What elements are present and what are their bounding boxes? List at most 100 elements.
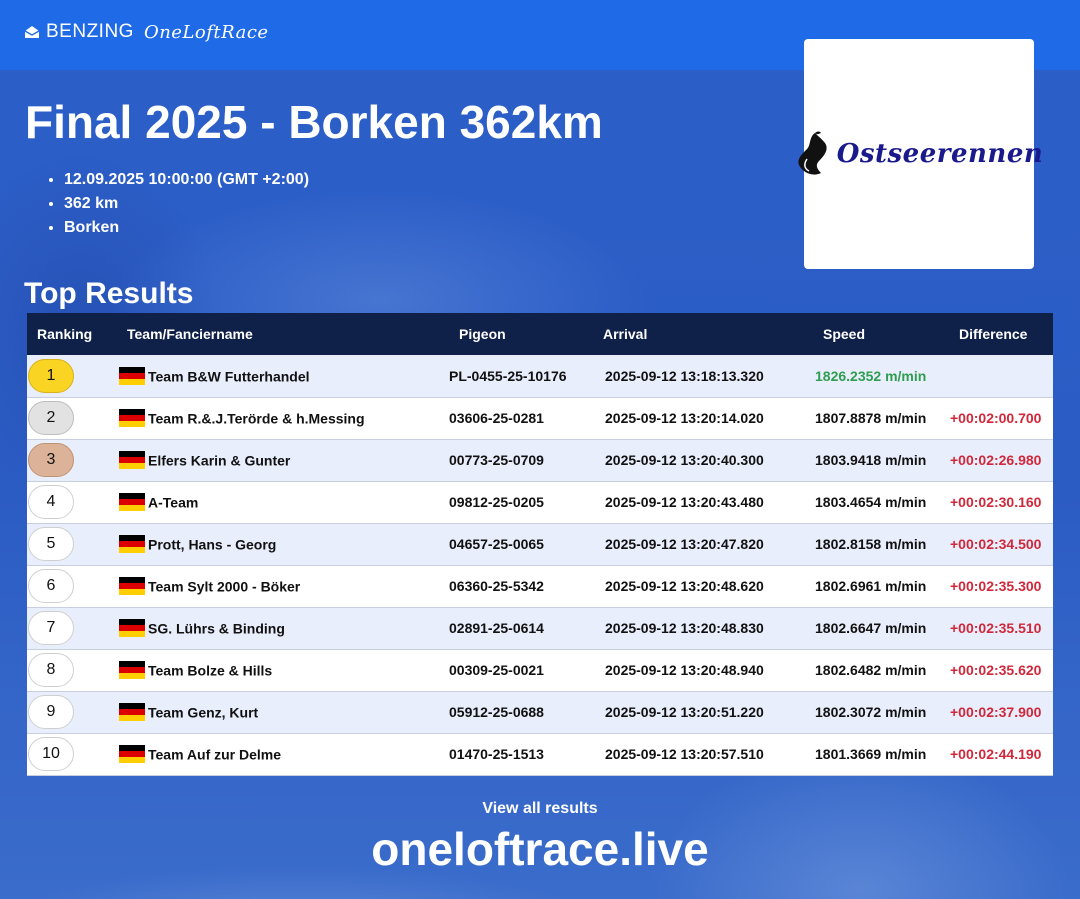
- team-name: Elfers Karin & Gunter: [148, 452, 291, 469]
- brand-name: BENZING: [46, 21, 134, 42]
- section-title: Top Results: [24, 277, 194, 310]
- pigeon-cell: 00773-25-0709: [419, 439, 575, 482]
- germany-flag-icon: [119, 703, 145, 722]
- table-row[interactable]: 10 Team Auf zur Delme 01470-25-1513 2025-09…: [27, 733, 1053, 776]
- speed-cell: 1802.6647 m/min: [785, 607, 930, 650]
- rank-badge: 9: [28, 695, 74, 729]
- col-difference: Difference: [959, 326, 1028, 342]
- rank-cell: 5: [27, 523, 117, 566]
- team-cell: Team Auf zur Delme: [117, 733, 419, 776]
- arrival-cell: 2025-09-12 13:20:51.220: [575, 691, 785, 734]
- race-details: 12.09.2025 10:00:00 (GMT +2:00) 362 km B…: [64, 168, 309, 240]
- speed-cell: 1803.4654 m/min: [785, 481, 930, 524]
- envelope-icon: [24, 26, 40, 38]
- view-all-link[interactable]: View all results: [482, 800, 598, 817]
- speed-cell: 1802.8158 m/min: [785, 523, 930, 566]
- col-team: Team/Fanciername: [127, 326, 253, 342]
- arrival-cell: 2025-09-12 13:20:43.480: [575, 481, 785, 524]
- pigeon-icon: [798, 131, 827, 175]
- germany-flag-icon: [119, 493, 145, 512]
- pigeon-cell: 00309-25-0021: [419, 649, 575, 692]
- difference-cell: +00:02:30.160: [930, 481, 1053, 524]
- table-row[interactable]: 7 SG. Lührs & Binding 02891-25-0614 2025-09…: [27, 607, 1053, 650]
- rank-cell: 4: [27, 481, 117, 524]
- rank-badge: 6: [28, 569, 74, 603]
- speed-cell: 1826.2352 m/min: [785, 355, 930, 398]
- table-row[interactable]: 4 A-Team 09812-25-0205 2025-09-12 13:20:43.…: [27, 481, 1053, 524]
- table-row[interactable]: 9 Team Genz, Kurt 05912-25-0688 2025-09-12 …: [27, 691, 1053, 734]
- results-table: Ranking Team/Fanciername Pigeon Arrival …: [27, 313, 1053, 776]
- table-row[interactable]: 3 Elfers Karin & Gunter 00773-25-0709 2025-…: [27, 439, 1053, 482]
- table-header-row: Ranking Team/Fanciername Pigeon Arrival …: [27, 313, 1053, 355]
- arrival-cell: 2025-09-12 13:20:48.620: [575, 565, 785, 608]
- difference-cell: +00:02:35.510: [930, 607, 1053, 650]
- brand-product: OneLoftRace: [143, 21, 269, 43]
- pigeon-cell: 03606-25-0281: [419, 397, 575, 440]
- speed-cell: 1807.8878 m/min: [785, 397, 930, 440]
- arrival-cell: 2025-09-12 13:20:14.020: [575, 397, 785, 440]
- arrival-cell: 2025-09-12 13:20:40.300: [575, 439, 785, 482]
- col-pigeon: Pigeon: [459, 326, 506, 342]
- speed-cell: 1801.3669 m/min: [785, 733, 930, 776]
- difference-cell: +00:02:26.980: [930, 439, 1053, 482]
- pigeon-cell: 06360-25-5342: [419, 565, 575, 608]
- pigeon-cell: 09812-25-0205: [419, 481, 575, 524]
- rank-badge: 2: [28, 401, 74, 435]
- table-row[interactable]: 2 Team R.&.J.Terörde & h.Messing 03606-25-…: [27, 397, 1053, 440]
- pigeon-cell: 04657-25-0065: [419, 523, 575, 566]
- germany-flag-icon: [119, 745, 145, 764]
- germany-flag-icon: [119, 451, 145, 470]
- germany-flag-icon: [119, 619, 145, 638]
- rank-cell: 3: [27, 439, 117, 482]
- team-cell: A-Team: [117, 481, 419, 524]
- rank-badge: 5: [28, 527, 74, 561]
- pigeon-cell: PL-0455-25-10176: [419, 355, 575, 398]
- team-name: A-Team: [148, 494, 199, 511]
- difference-cell: +00:02:35.620: [930, 649, 1053, 692]
- table-row[interactable]: 1 Team B&W Futterhandel PL-0455-25-10176 20…: [27, 355, 1053, 398]
- germany-flag-icon: [119, 661, 145, 680]
- rank-cell: 8: [27, 649, 117, 692]
- team-cell: Team Sylt 2000 - Böker: [117, 565, 419, 608]
- difference-cell: +00:02:35.300: [930, 565, 1053, 608]
- brand-logo[interactable]: BENZING OneLoftRace: [24, 21, 269, 43]
- difference-cell: +00:02:37.900: [930, 691, 1053, 734]
- team-name: Team B&W Futterhandel: [148, 367, 310, 384]
- rank-cell: 7: [27, 607, 117, 650]
- rank-cell: 6: [27, 565, 117, 608]
- rank-badge: 8: [28, 653, 74, 687]
- site-url[interactable]: oneloftrace.live: [371, 823, 709, 875]
- team-name: Team Bolze & Hills: [148, 662, 273, 679]
- difference-cell: +00:02:44.190: [930, 733, 1053, 776]
- team-cell: Team Bolze & Hills: [117, 649, 419, 692]
- team-name: Team R.&.J.Terörde & h.Messing: [148, 410, 365, 427]
- rank-cell: 1: [27, 355, 117, 398]
- speed-cell: 1802.6482 m/min: [785, 649, 930, 692]
- pigeon-cell: 02891-25-0614: [419, 607, 575, 650]
- rank-badge: 3: [28, 443, 74, 477]
- arrival-cell: 2025-09-12 13:20:57.510: [575, 733, 785, 776]
- col-arrival: Arrival: [603, 326, 648, 342]
- race-logo-card: Ostseerennen: [798, 39, 1043, 269]
- rank-cell: 10: [27, 733, 117, 776]
- difference-cell: +00:02:34.500: [930, 523, 1053, 566]
- pigeon-cell: 01470-25-1513: [419, 733, 575, 776]
- race-datetime: 12.09.2025 10:00:00 (GMT +2:00): [64, 168, 309, 192]
- table-row[interactable]: 8 Team Bolze & Hills 00309-25-0021 2025-09-…: [27, 649, 1053, 692]
- difference-cell: [930, 355, 1053, 398]
- germany-flag-icon: [119, 535, 145, 554]
- pigeon-cell: 05912-25-0688: [419, 691, 575, 734]
- rank-cell: 2: [27, 397, 117, 440]
- arrival-cell: 2025-09-12 13:20:48.940: [575, 649, 785, 692]
- arrival-cell: 2025-09-12 13:20:47.820: [575, 523, 785, 566]
- table-row[interactable]: 6 Team Sylt 2000 - Böker 06360-25-5342 2025…: [27, 565, 1053, 608]
- table-row[interactable]: 5 Prott, Hans - Georg 04657-25-0065 2025-09…: [27, 523, 1053, 566]
- speed-cell: 1803.9418 m/min: [785, 439, 930, 482]
- germany-flag-icon: [119, 577, 145, 596]
- arrival-cell: 2025-09-12 13:20:48.830: [575, 607, 785, 650]
- team-name: Team Genz, Kurt: [148, 704, 259, 721]
- speed-cell: 1802.3072 m/min: [785, 691, 930, 734]
- col-ranking: Ranking: [37, 326, 93, 342]
- rank-badge: 7: [28, 611, 74, 645]
- results-body: 1 Team B&W Futterhandel PL-0455-25-10176 20…: [27, 355, 1053, 776]
